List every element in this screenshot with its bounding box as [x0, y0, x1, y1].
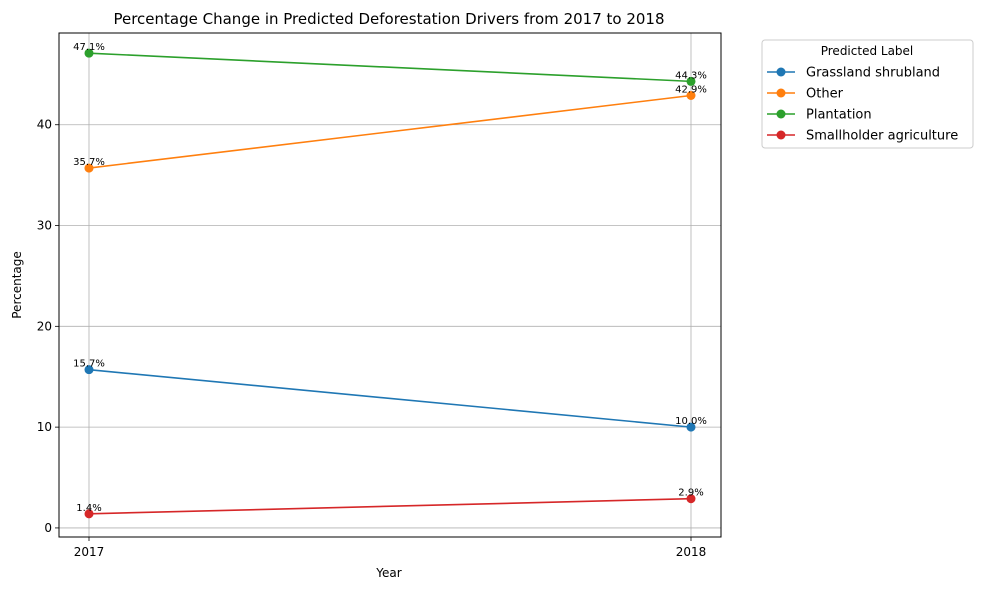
legend-label: Other: [806, 87, 844, 102]
plot-area: 15.7% 10.0% 35.7% 42.9% 47.1% 44.3% 1.4% 2.9%: [73, 42, 707, 519]
data-label: 47.1%: [73, 42, 105, 53]
legend-item: Plantation: [767, 108, 872, 123]
data-label: 15.7%: [73, 359, 105, 370]
legend-item: Smallholder agriculture: [767, 129, 958, 144]
data-point: [84, 509, 94, 519]
legend-label: Smallholder agriculture: [806, 129, 958, 144]
data-label: 35.7%: [73, 157, 105, 168]
data-point: [84, 163, 94, 173]
y-tick-label: 0: [44, 521, 52, 535]
series-line: [88, 94, 692, 169]
data-label: 2.9%: [678, 488, 703, 499]
legend-title: Predicted Label: [821, 44, 914, 58]
legend-item: Other: [767, 87, 844, 102]
plot-frame: [58, 32, 722, 538]
series-smallholder-agriculture: 1.4% 2.9%: [76, 488, 704, 519]
chart-title: Percentage Change in Predicted Deforesta…: [113, 10, 664, 28]
y-tick-label: 30: [37, 219, 52, 233]
series-plantation: 47.1% 44.3%: [73, 42, 707, 86]
data-label: 1.4%: [76, 503, 101, 514]
series-grassland-shrubland: 15.7% 10.0%: [73, 359, 707, 432]
series-line: [88, 52, 692, 83]
data-point: [84, 48, 94, 58]
x-tick-label: 2017: [74, 545, 105, 559]
data-label: 10.0%: [675, 416, 707, 427]
x-axis: 2017 2018: [74, 537, 707, 559]
data-point: [686, 494, 696, 504]
grid: [59, 33, 721, 537]
y-tick-label: 20: [37, 319, 52, 333]
series-other: 35.7% 42.9%: [73, 84, 707, 173]
legend-marker: [776, 67, 786, 77]
x-tick-label: 2018: [676, 545, 707, 559]
legend-marker: [776, 88, 786, 98]
data-label: 44.3%: [675, 70, 707, 81]
legend-label: Plantation: [806, 108, 872, 123]
series-line: [88, 497, 692, 515]
legend-label: Grassland shrubland: [806, 66, 940, 81]
data-point: [686, 90, 696, 100]
data-point: [686, 76, 696, 86]
legend-marker: [776, 130, 786, 140]
data-point: [686, 422, 696, 432]
legend-marker: [776, 109, 786, 119]
y-tick-label: 10: [37, 420, 52, 434]
legend: Predicted Label Grassland shrubland Other…: [761, 39, 974, 149]
y-axis-label: Percentage: [10, 251, 24, 319]
legend-item: Grassland shrubland: [767, 66, 940, 81]
y-axis: 0 10 20 30 40: [37, 118, 59, 535]
data-label: 42.9%: [675, 84, 707, 95]
series-line: [88, 368, 692, 428]
legend-box: [761, 39, 974, 149]
x-axis-label: Year: [375, 566, 401, 580]
data-point: [84, 365, 94, 375]
y-tick-label: 40: [37, 118, 52, 132]
